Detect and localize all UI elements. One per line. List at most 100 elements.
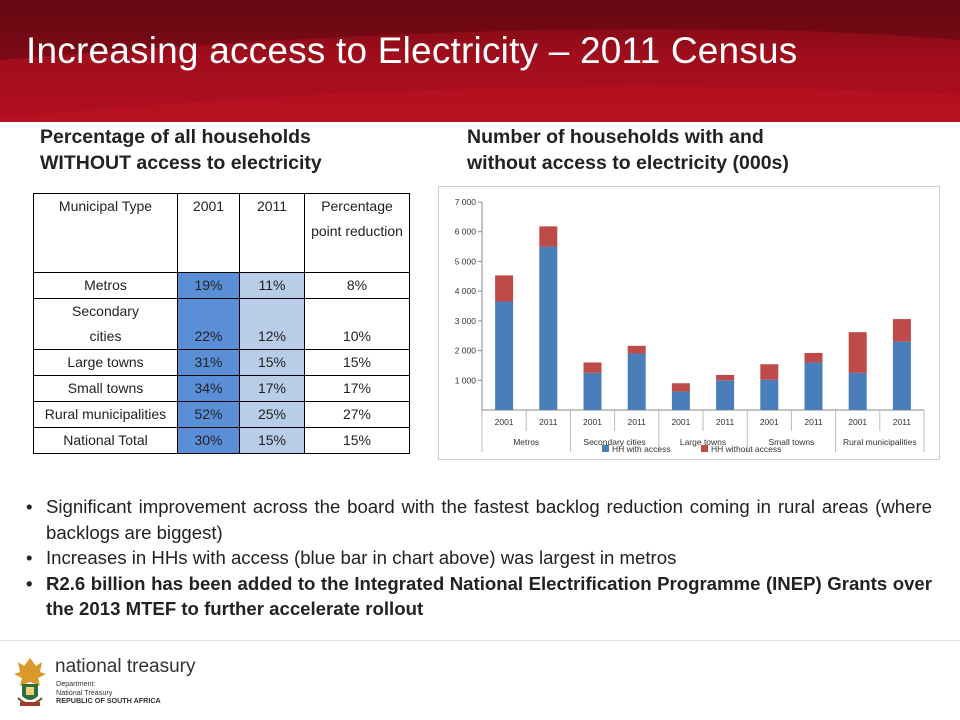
cell-2011: 12% <box>239 298 305 350</box>
header-band: Increasing access to Electricity – 2011 … <box>0 0 960 122</box>
x-tick-label: 2001 <box>848 417 867 427</box>
group-label: Rural municipalities <box>843 437 917 447</box>
table-row: Secondary cities 22% 12% 10% <box>33 298 410 350</box>
bar-with-access <box>804 362 823 410</box>
bar-with-access <box>671 391 690 410</box>
cell-type: Secondary cities <box>33 298 178 350</box>
table-header-row: Municipal Type 2001 2011 Percentage poin… <box>33 193 410 273</box>
cell-2001: 31% <box>177 349 240 376</box>
x-tick-label: 2001 <box>583 417 602 427</box>
x-tick-label: 2011 <box>628 417 647 427</box>
col-header-2011: 2011 <box>239 193 305 273</box>
cell-type: National Total <box>33 427 178 454</box>
header-swoosh <box>0 0 960 122</box>
households-chart: 1 000 2 000 3 000 4 000 5 000 6 000 7 000 2001 2… <box>438 186 940 460</box>
bar-without-access <box>716 374 735 381</box>
cell-2011: 25% <box>239 401 305 428</box>
brand-sub-line3: REPUBLIC OF SOUTH AFRICA <box>56 696 161 705</box>
x-tick-label: 2001 <box>495 417 514 427</box>
chart-heading-line1: Number of households with and <box>467 126 764 148</box>
y-tick-label: 4 000 <box>455 286 477 296</box>
bar-without-access <box>627 345 646 354</box>
y-tick-label: 6 000 <box>455 227 477 237</box>
bar-without-access <box>892 319 911 342</box>
x-tick-label: 2011 <box>893 417 912 427</box>
col-header-2001: 2001 <box>177 193 240 273</box>
bar-with-access <box>539 246 558 410</box>
brand-name: national treasury <box>55 656 196 677</box>
bar-with-access <box>716 380 735 410</box>
cell-2001: 34% <box>177 375 240 402</box>
table-heading: Percentage of all households WITHOUT acc… <box>40 124 420 176</box>
x-tick-label: 2011 <box>539 417 558 427</box>
bar-with-access <box>848 372 867 410</box>
bullet-item: R2.6 billion has been added to the Integ… <box>26 571 932 622</box>
x-tick-label: 2011 <box>716 417 735 427</box>
cell-reduction: 27% <box>304 401 410 428</box>
x-tick-label: 2011 <box>804 417 823 427</box>
table-row: National Total 30% 15% 15% <box>33 427 410 454</box>
chart-heading-line2: without access to electricity (000s) <box>467 152 789 174</box>
chart-heading: Number of households with and without ac… <box>467 124 887 176</box>
bar-without-access <box>848 332 867 373</box>
chart-svg: 1 000 2 000 3 000 4 000 5 000 6 000 7 000 2001 2… <box>455 197 925 454</box>
x-tick-label: 2001 <box>760 417 779 427</box>
table-row: Large towns 31% 15% 15% <box>33 349 410 376</box>
bar-with-access <box>627 353 646 410</box>
cell-type: Rural municipalities <box>33 401 178 428</box>
group-label: Small towns <box>768 437 814 447</box>
group-label: Secondary cities <box>583 437 645 447</box>
page-title: Increasing access to Electricity – 2011 … <box>26 30 798 71</box>
cell-2001: 19% <box>177 272 240 299</box>
table-row: Rural municipalities 52% 25% 27% <box>33 401 410 428</box>
table-row: Metros 19% 11% 8% <box>33 272 410 299</box>
bar-with-access <box>495 301 514 410</box>
cell-reduction: 17% <box>304 375 410 402</box>
cell-type: Small towns <box>33 375 178 402</box>
cell-2001: 52% <box>177 401 240 428</box>
cell-2011: 11% <box>239 272 305 299</box>
brand-sub-line2: National Treasury <box>56 687 113 697</box>
y-tick-label: 3 000 <box>455 316 477 326</box>
bar-without-access <box>671 383 690 392</box>
bullet-list: Significant improvement across the board… <box>26 494 932 622</box>
x-tick-label: 2001 <box>671 417 690 427</box>
table-row: Small towns 34% 17% 17% <box>33 375 410 402</box>
col-header-reduction: Percentage point reduction <box>304 193 410 273</box>
bar-without-access <box>495 275 514 302</box>
y-tick-label: 2 000 <box>455 346 477 356</box>
cell-2011: 15% <box>239 427 305 454</box>
bar-with-access <box>892 341 911 410</box>
cell-reduction: 10% <box>304 298 410 350</box>
cell-2011: 17% <box>239 375 305 402</box>
legend-swatch-without-access <box>701 445 708 452</box>
bar-with-access <box>760 379 779 410</box>
y-tick-label: 7 000 <box>455 197 477 207</box>
footer-divider <box>0 640 960 641</box>
group-label: Metros <box>513 437 539 447</box>
legend-swatch-with-access <box>602 445 609 452</box>
cell-reduction: 15% <box>304 349 410 376</box>
cell-2011: 15% <box>239 349 305 376</box>
table-heading-line2: WITHOUT access to electricity <box>40 152 322 174</box>
cell-type: Metros <box>33 272 178 299</box>
bar-without-access <box>760 364 779 380</box>
cell-reduction: 8% <box>304 272 410 299</box>
group-label: Large towns <box>680 437 726 447</box>
cell-2001: 22% <box>177 298 240 350</box>
electricity-table: Municipal Type 2001 2011 Percentage poin… <box>33 193 410 454</box>
y-tick-label: 1 000 <box>455 375 477 385</box>
bar-with-access <box>583 372 602 410</box>
col-header-type: Municipal Type <box>33 193 178 273</box>
brand-subtitle: Department: National Treasury REPUBLIC O… <box>56 679 161 706</box>
table-heading-line1: Percentage of all households <box>40 126 311 148</box>
cell-reduction: 15% <box>304 427 410 454</box>
bullet-item: Increases in HHs with access (blue bar i… <box>26 545 932 571</box>
cell-2001: 30% <box>177 427 240 454</box>
bar-without-access <box>804 352 823 363</box>
legend-label: HH with access <box>612 444 671 454</box>
cell-type: Large towns <box>33 349 178 376</box>
bar-without-access <box>539 226 558 247</box>
coat-of-arms-icon <box>14 658 46 706</box>
legend-label: HH without access <box>711 444 781 454</box>
